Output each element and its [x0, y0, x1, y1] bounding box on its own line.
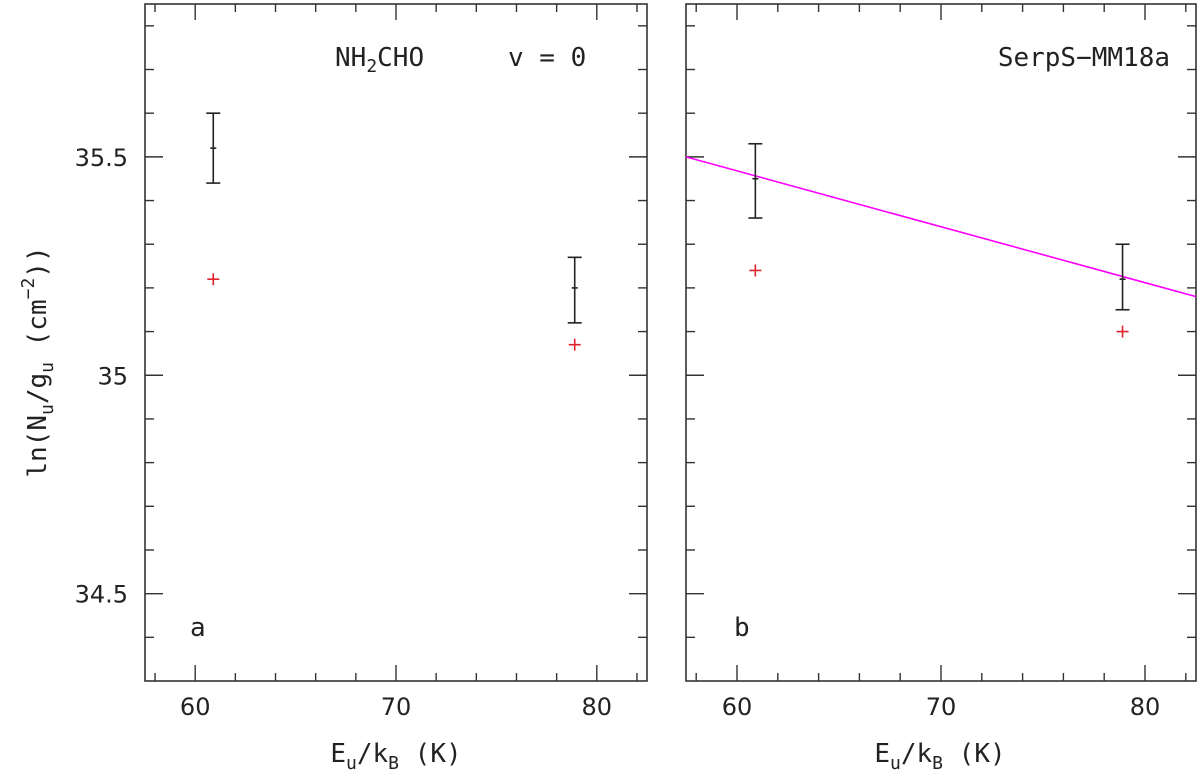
panel-b-observed-point-1 [1115, 243, 1130, 311]
panel-b-title: SerpS−MM18a [998, 43, 1170, 73]
y-tick-label-34.5: 34.5 [75, 581, 128, 609]
y-tick-label-35.5: 35.5 [75, 144, 128, 172]
panel-b-xtick-label-80: 80 [1130, 693, 1161, 721]
y-axis-label: ln(Nu/gu (cm−2)) [18, 246, 58, 477]
panel-b-ticks: 60 70 80 [686, 4, 1196, 721]
panel-a-observed-point-0 [206, 112, 221, 184]
panel-a-xlabel: Eu/kB (K) [330, 739, 461, 774]
panel-b-model-point-0 [749, 264, 762, 277]
panel-a-ticks: 60 70 80 34.5 35 35.5 [75, 4, 647, 721]
panel-a-title-v: v = 0 [508, 43, 586, 73]
panel-b: 60 70 80 SerpS−MM18a b Eu/kB (K) [685, 3, 1197, 774]
panel-b-model-point-1 [1116, 325, 1129, 338]
panel-a-xtick-label-70: 70 [381, 693, 412, 721]
panel-b-letter: b [734, 613, 750, 643]
panel-b-marks [685, 142, 1197, 338]
panel-a: 60 70 80 34.5 35 35.5 NH2CHO v = 0 a Eu/kB (K… [75, 3, 648, 774]
panel-a-title: NH2CHO [335, 43, 424, 77]
panel-b-fit-line [685, 156, 1197, 298]
panel-b-xlabel: Eu/kB (K) [874, 739, 1005, 774]
panel-b-observed-point-0 [748, 142, 763, 219]
panel-b-xtick-label-70: 70 [926, 693, 957, 721]
panel-a-letter: a [190, 613, 206, 643]
panel-a-observed-point-1 [567, 256, 582, 324]
panel-a-marks [206, 112, 582, 351]
y-tick-label-35: 35 [97, 362, 128, 390]
panel-b-xtick-label-60: 60 [722, 693, 753, 721]
panel-a-model-point-0 [207, 273, 220, 286]
panel-a-frame [144, 3, 648, 682]
panel-a-xtick-label-80: 80 [582, 693, 613, 721]
panel-a-xtick-label-60: 60 [180, 693, 211, 721]
panel-b-frame [685, 3, 1197, 682]
panel-a-model-point-1 [568, 338, 581, 351]
